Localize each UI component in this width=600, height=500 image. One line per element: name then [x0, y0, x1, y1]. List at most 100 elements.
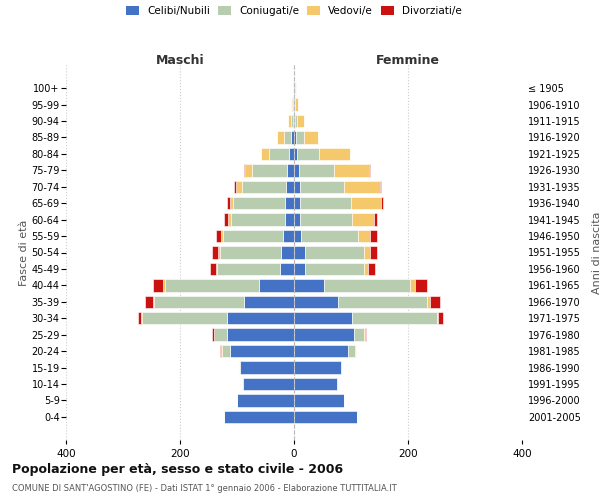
Bar — [224, 410, 294, 423]
Bar — [234, 180, 236, 193]
Bar — [141, 312, 142, 324]
Bar — [294, 246, 305, 258]
Y-axis label: Anni di nascita: Anni di nascita — [592, 211, 600, 294]
Bar — [287, 164, 294, 176]
Bar — [299, 164, 334, 176]
Bar — [348, 345, 355, 357]
Bar — [285, 214, 294, 226]
Bar — [227, 312, 294, 324]
Bar — [380, 197, 383, 209]
Bar — [352, 214, 374, 226]
Bar — [294, 148, 297, 160]
Bar — [142, 312, 227, 324]
Bar — [358, 230, 370, 242]
Bar — [294, 345, 348, 357]
Bar — [430, 296, 440, 308]
Bar — [216, 263, 217, 275]
Bar — [305, 246, 364, 258]
Bar — [300, 197, 351, 209]
Bar — [354, 328, 364, 341]
Bar — [217, 263, 280, 275]
Bar — [294, 328, 354, 341]
Bar — [352, 312, 437, 324]
Bar — [227, 197, 230, 209]
Bar — [221, 345, 230, 357]
Text: COMUNE DI SANT'AGOSTINO (FE) - Dati ISTAT 1° gennaio 2006 - Elaborazione TUTTITA: COMUNE DI SANT'AGOSTINO (FE) - Dati ISTA… — [12, 484, 397, 493]
Bar — [227, 328, 294, 341]
Bar — [364, 246, 370, 258]
Bar — [300, 214, 352, 226]
Bar — [231, 214, 285, 226]
Bar — [228, 214, 231, 226]
Bar — [295, 82, 296, 94]
Bar — [212, 246, 218, 258]
Bar — [237, 394, 294, 406]
Bar — [212, 328, 214, 341]
Bar — [224, 214, 228, 226]
Bar — [218, 246, 220, 258]
Bar — [300, 180, 344, 193]
Bar — [319, 148, 350, 160]
Bar — [210, 263, 216, 275]
Bar — [294, 180, 300, 193]
Text: Popolazione per età, sesso e stato civile - 2006: Popolazione per età, sesso e stato civil… — [12, 462, 343, 475]
Bar — [295, 115, 297, 127]
Bar — [230, 197, 233, 209]
Bar — [294, 214, 300, 226]
Bar — [301, 230, 358, 242]
Bar — [139, 312, 141, 324]
Bar — [438, 312, 443, 324]
Bar — [223, 230, 283, 242]
Bar — [293, 115, 294, 127]
Bar — [305, 263, 364, 275]
Text: Femmine: Femmine — [376, 54, 440, 67]
Bar — [297, 115, 304, 127]
Bar — [164, 279, 259, 291]
Bar — [294, 296, 338, 308]
Bar — [216, 230, 221, 242]
Bar — [269, 148, 289, 160]
Bar — [323, 279, 410, 291]
Bar — [294, 378, 337, 390]
Bar — [280, 263, 294, 275]
Bar — [427, 296, 430, 308]
Bar — [240, 362, 294, 374]
Bar — [293, 98, 294, 111]
Bar — [286, 197, 294, 209]
Bar — [364, 263, 368, 275]
Bar — [338, 296, 427, 308]
Bar — [370, 246, 377, 258]
Bar — [437, 312, 438, 324]
Y-axis label: Fasce di età: Fasce di età — [19, 220, 29, 286]
Bar — [154, 296, 244, 308]
Bar — [294, 230, 301, 242]
Bar — [294, 279, 323, 291]
Bar — [245, 164, 252, 176]
Bar — [252, 164, 287, 176]
Bar — [294, 132, 296, 143]
Bar — [242, 378, 294, 390]
Bar — [295, 98, 298, 111]
Bar — [415, 279, 427, 291]
Bar — [283, 230, 294, 242]
Bar — [259, 279, 294, 291]
Bar — [239, 362, 240, 374]
Bar — [374, 214, 377, 226]
Bar — [294, 164, 299, 176]
Bar — [344, 180, 380, 193]
Bar — [351, 197, 380, 209]
Bar — [284, 132, 291, 143]
Bar — [244, 296, 294, 308]
Bar — [288, 115, 290, 127]
Bar — [365, 328, 367, 341]
Bar — [294, 312, 352, 324]
Bar — [286, 180, 294, 193]
Bar — [294, 410, 356, 423]
Bar — [304, 132, 318, 143]
Bar — [230, 345, 294, 357]
Bar — [294, 263, 305, 275]
Bar — [297, 148, 319, 160]
Bar — [277, 132, 284, 143]
Bar — [220, 246, 281, 258]
Bar — [244, 164, 245, 176]
